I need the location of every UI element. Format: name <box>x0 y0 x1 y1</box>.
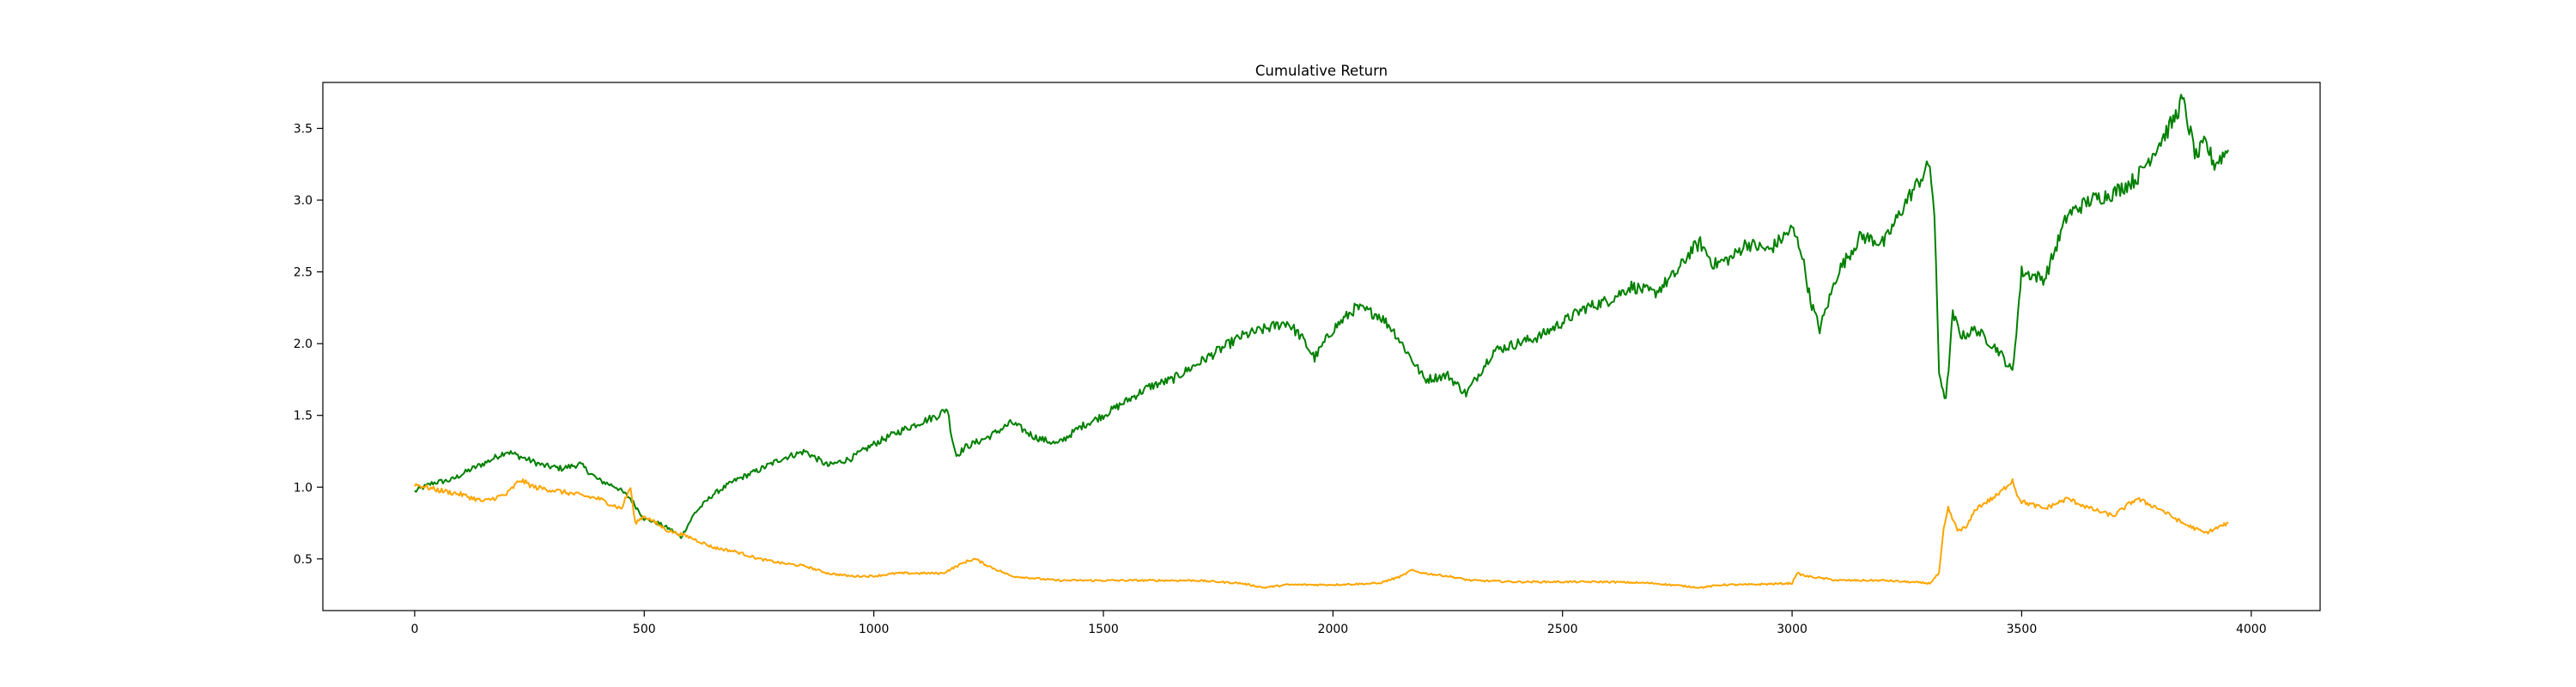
y-tick-label: 1.0 <box>294 481 313 495</box>
chart-title: Cumulative Return <box>1255 63 1388 79</box>
y-tick-label: 3.0 <box>294 194 313 208</box>
x-tick-label: 3500 <box>2007 623 2038 636</box>
x-tick-label: 1000 <box>859 623 890 636</box>
plot-frame <box>322 82 2321 611</box>
x-tick-label: 1500 <box>1088 623 1119 636</box>
x-tick-label: 4000 <box>2236 623 2267 636</box>
x-tick-label: 500 <box>633 623 656 636</box>
y-tick-label: 0.5 <box>294 553 313 567</box>
y-tick-label: 2.0 <box>294 337 313 351</box>
x-tick-label: 3000 <box>1777 623 1807 636</box>
y-tick-label: 2.5 <box>294 266 313 280</box>
series-line-1 <box>414 478 2229 589</box>
y-tick-label: 3.5 <box>294 122 313 136</box>
y-axis-ticks: 0.5 1.0 1.5 2.0 2.5 3.0 3.5 <box>294 122 323 567</box>
x-tick-label: 2000 <box>1318 623 1349 636</box>
series-line-0 <box>414 94 2230 539</box>
series-layer <box>414 94 2230 589</box>
y-tick-label: 1.5 <box>294 410 313 423</box>
x-axis-ticks: 0 500 1000 1500 2000 2500 3000 3500 4000 <box>410 611 2267 636</box>
x-tick-label: 0 <box>410 623 418 636</box>
x-tick-label: 2500 <box>1547 623 1578 636</box>
